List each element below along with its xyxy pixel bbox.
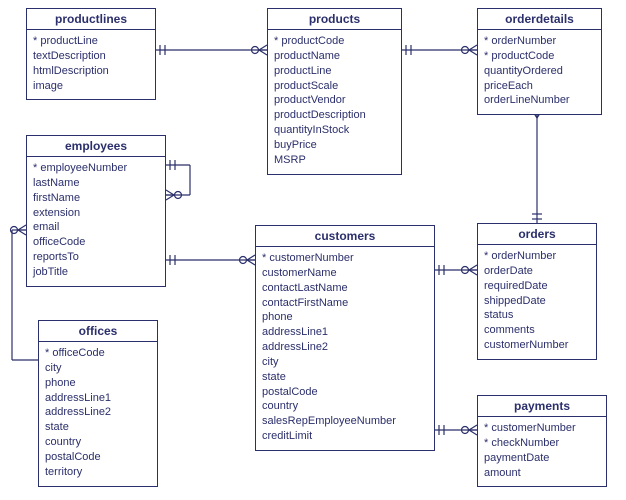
field-customers-contactFirstName: contactFirstName [262,296,428,311]
field-products-productLine: productLine [274,64,395,79]
field-orders-orderDate: orderDate [484,264,590,279]
field-employees-email: email [33,220,159,235]
field-orders-comments: comments [484,323,590,338]
field-offices-state: state [45,420,151,435]
entity-fields-productlines: productLinetextDescriptionhtmlDescriptio… [27,30,155,99]
field-products-productDescription: productDescription [274,108,395,123]
entity-employees: employeesemployeeNumberlastNamefirstName… [26,135,166,287]
field-productlines-htmlDescription: htmlDescription [33,64,149,79]
field-orderdetails-orderNumber: orderNumber [484,34,595,49]
field-orders-orderNumber: orderNumber [484,249,590,264]
field-orders-shippedDate: shippedDate [484,294,590,309]
field-offices-addressLine1: addressLine1 [45,391,151,406]
field-customers-creditLimit: creditLimit [262,429,428,444]
field-products-buyPrice: buyPrice [274,138,395,153]
field-employees-reportsTo: reportsTo [33,250,159,265]
entity-title-payments: payments [478,396,606,417]
entity-payments: paymentscustomerNumbercheckNumberpayment… [477,395,607,487]
field-customers-contactLastName: contactLastName [262,281,428,296]
field-products-productCode: productCode [274,34,395,49]
field-customers-city: city [262,355,428,370]
entity-title-products: products [268,9,401,30]
field-customers-postalCode: postalCode [262,385,428,400]
field-products-productName: productName [274,49,395,64]
field-payments-customerNumber: customerNumber [484,421,600,436]
field-employees-officeCode: officeCode [33,235,159,250]
entity-orderdetails: orderdetailsorderNumberproductCodequanti… [477,8,602,115]
field-orderdetails-quantityOrdered: quantityOrdered [484,64,595,79]
entity-fields-orders: orderNumberorderDaterequiredDateshippedD… [478,245,596,359]
field-customers-addressLine1: addressLine1 [262,325,428,340]
field-customers-salesRepEmployeeNumber: salesRepEmployeeNumber [262,414,428,429]
field-offices-country: country [45,435,151,450]
field-offices-city: city [45,361,151,376]
field-employees-jobTitle: jobTitle [33,265,159,280]
entity-offices: officesofficeCodecityphoneaddressLine1ad… [38,320,158,487]
field-customers-customerNumber: customerNumber [262,251,428,266]
field-payments-amount: amount [484,466,600,481]
field-orders-customerNumber: customerNumber [484,338,590,353]
entity-fields-products: productCodeproductNameproductLineproduct… [268,30,401,174]
field-orders-status: status [484,308,590,323]
field-orderdetails-productCode: productCode [484,49,595,64]
entity-productlines: productlinesproductLinetextDescriptionht… [26,8,156,100]
entity-title-offices: offices [39,321,157,342]
field-products-MSRP: MSRP [274,153,395,168]
field-orderdetails-orderLineNumber: orderLineNumber [484,93,595,108]
entity-title-employees: employees [27,136,165,157]
field-employees-lastName: lastName [33,176,159,191]
field-products-quantityInStock: quantityInStock [274,123,395,138]
field-products-productVendor: productVendor [274,93,395,108]
field-offices-phone: phone [45,376,151,391]
field-employees-employeeNumber: employeeNumber [33,161,159,176]
entity-orders: ordersorderNumberorderDaterequiredDatesh… [477,223,597,360]
field-customers-state: state [262,370,428,385]
entity-fields-customers: customerNumbercustomerNamecontactLastNam… [256,247,434,450]
field-offices-postalCode: postalCode [45,450,151,465]
field-productlines-productLine: productLine [33,34,149,49]
field-customers-customerName: customerName [262,266,428,281]
field-customers-country: country [262,399,428,414]
field-employees-firstName: firstName [33,191,159,206]
entity-title-orderdetails: orderdetails [478,9,601,30]
field-offices-addressLine2: addressLine2 [45,405,151,420]
field-offices-territory: territory [45,465,151,480]
entity-fields-payments: customerNumbercheckNumberpaymentDateamou… [478,417,606,486]
field-orders-requiredDate: requiredDate [484,279,590,294]
entity-fields-orderdetails: orderNumberproductCodequantityOrderedpri… [478,30,601,114]
field-customers-addressLine2: addressLine2 [262,340,428,355]
entity-title-customers: customers [256,226,434,247]
field-payments-paymentDate: paymentDate [484,451,600,466]
er-diagram-canvas: productlinesproductLinetextDescriptionht… [0,0,626,500]
entity-customers: customerscustomerNumbercustomerNameconta… [255,225,435,451]
field-productlines-textDescription: textDescription [33,49,149,64]
field-orderdetails-priceEach: priceEach [484,79,595,94]
entity-products: productsproductCodeproductNameproductLin… [267,8,402,175]
field-offices-officeCode: officeCode [45,346,151,361]
entity-fields-employees: employeeNumberlastNamefirstNameextension… [27,157,165,286]
field-productlines-image: image [33,79,149,94]
field-products-productScale: productScale [274,79,395,94]
entity-title-orders: orders [478,224,596,245]
entity-fields-offices: officeCodecityphoneaddressLine1addressLi… [39,342,157,486]
entity-title-productlines: productlines [27,9,155,30]
field-customers-phone: phone [262,310,428,325]
field-employees-extension: extension [33,206,159,221]
field-payments-checkNumber: checkNumber [484,436,600,451]
